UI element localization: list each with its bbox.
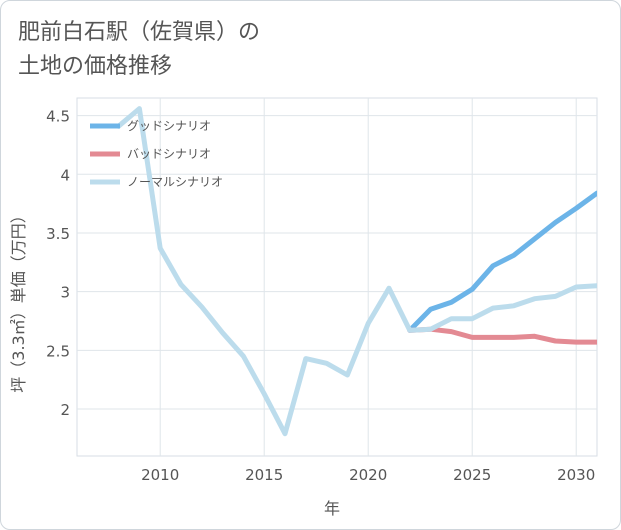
series-line-2: [116, 106, 597, 437]
series-lines: [116, 106, 597, 437]
chart-title: 肥前白石駅（佐賀県）の 土地の価格推移: [18, 16, 260, 84]
chart-title-line2: 土地の価格推移: [18, 54, 173, 79]
y-axis-label: 坪（3.3㎡）単価（万円）: [9, 207, 28, 392]
legend-label: バッドシナリオ: [127, 147, 211, 161]
y-tick-label: 2: [60, 401, 70, 419]
plot-area: [76, 97, 598, 457]
legend-label: グッドシナリオ: [127, 119, 211, 133]
x-axis-label: 年: [324, 499, 340, 518]
y-tick-label: 4.5: [46, 108, 70, 126]
series-line-0: [407, 190, 597, 333]
y-tick-label: 3: [60, 284, 70, 302]
x-tick-label: 2020: [349, 466, 387, 484]
y-axis-ticks: 2 2.5 3 3.5 4 4.5: [46, 108, 70, 419]
x-tick-label: 2025: [453, 466, 491, 484]
legend-label: ノーマルシナリオ: [127, 175, 223, 189]
y-tick-label: 2.5: [46, 342, 70, 360]
x-axis-ticks: 2010 2015 2020 2025 2030: [141, 466, 595, 484]
x-tick-label: 2030: [557, 466, 595, 484]
y-tick-label: 3.5: [46, 225, 70, 243]
x-tick-label: 2010: [141, 466, 179, 484]
y-tick-label: 4: [60, 166, 70, 184]
chart-title-line1: 肥前白石駅（佐賀県）の: [18, 20, 261, 45]
series-line-1: [407, 326, 597, 345]
x-tick-label: 2015: [245, 466, 283, 484]
